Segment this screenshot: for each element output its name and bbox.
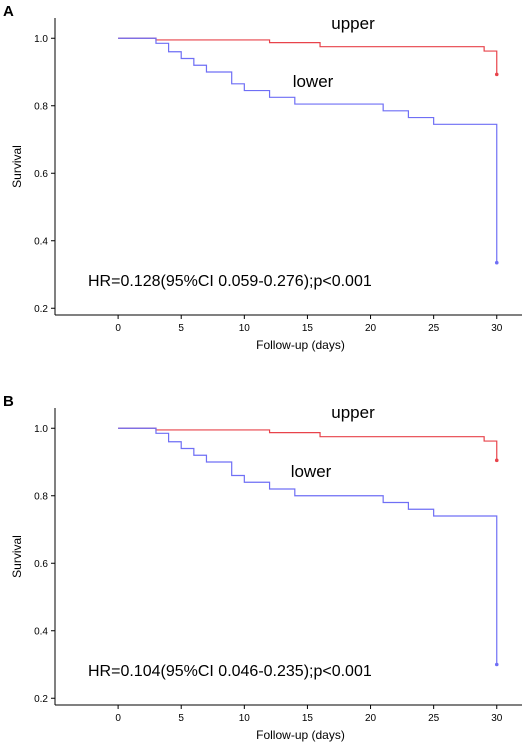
survival-curve-lower [118,427,498,665]
y-tick-label: 0.4 [34,626,48,637]
x-axis-label: Follow-up (days) [256,338,345,352]
censor-mark-upper [494,72,499,77]
y-axis-label: Survival [10,535,24,578]
series-label-lower: lower [291,462,332,481]
panel-letter: A [3,3,14,20]
x-tick-label: 30 [491,323,503,334]
hr-annotation: HR=0.128(95%CI 0.059-0.276);p<0.001 [88,273,372,290]
chart-panel-b: B 0.2 0.4 0.6 0.8 1.0 0 5 10 15 20 25 30 Follow-up (d… [3,393,522,742]
y-tick-label: 1.0 [34,34,48,45]
hr-annotation: HR=0.104(95%CI 0.046-0.235);p<0.001 [88,663,372,680]
x-tick-label: 0 [115,713,121,724]
y-tick-label: 0.6 [34,559,48,570]
series-label-upper: upper [331,403,375,422]
x-tick-label: 5 [178,713,184,724]
x-tick-label: 25 [428,713,440,724]
survival-curve-upper [118,37,498,75]
y-tick-label: 0.8 [34,101,48,112]
y-tick-label: 0.2 [34,304,48,315]
y-tick-label: 0.4 [34,236,48,247]
x-tick-label: 30 [491,713,503,724]
y-tick-label: 0.2 [34,694,48,705]
censor-mark-lower [494,260,499,265]
x-tick-label: 20 [365,713,377,724]
x-tick-label: 25 [428,323,440,334]
x-tick-label: 10 [239,713,251,724]
survival-curve-lower [118,37,498,263]
censor-mark-lower [494,662,499,667]
censor-mark-upper [494,458,499,463]
x-axis-label: Follow-up (days) [256,728,345,742]
y-tick-label: 0.6 [34,169,48,180]
survival-curve-upper [118,427,498,461]
x-tick-label: 5 [178,323,184,334]
y-tick-label: 1.0 [34,424,48,435]
chart-panel-a: A 0.2 0.4 0.6 0.8 1.0 0 5 10 15 20 25 30 Follow-up (d… [3,3,522,352]
x-tick-label: 0 [115,323,121,334]
y-tick-label: 0.8 [34,491,48,502]
series-label-upper: upper [331,14,375,33]
x-tick-label: 10 [239,323,251,334]
series-label-lower: lower [293,72,334,91]
y-axis-label: Survival [10,145,24,188]
x-tick-label: 15 [302,713,314,724]
panel-letter: B [3,393,14,410]
x-tick-label: 15 [302,323,314,334]
x-tick-label: 20 [365,323,377,334]
